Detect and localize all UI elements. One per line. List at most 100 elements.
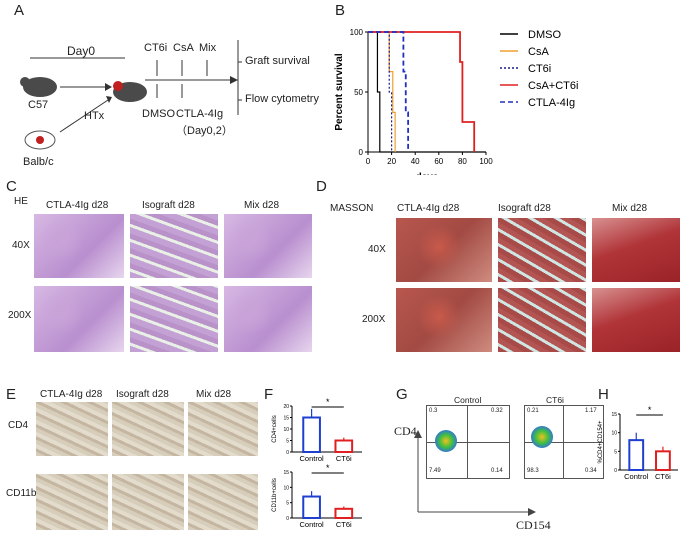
he-row-2: 200X (8, 310, 32, 321)
panel-label-d: D (316, 178, 327, 195)
htx-label: HTx (84, 110, 105, 122)
legend-entry: DMSO (528, 29, 561, 41)
legend-entry: CT6i (528, 63, 551, 75)
bar-y-tick-label: 10 (283, 427, 289, 433)
he-col-3: Mix d28 (244, 200, 280, 211)
survival-y-label: Percent survival (334, 53, 345, 130)
day0-label: Day0 (67, 44, 96, 58)
bar-category-label: CT6i (336, 520, 352, 529)
flow-control-title: Control (454, 395, 482, 405)
ctla4-label: CTLA-4Ig (176, 108, 224, 120)
csa-label: CsA (173, 42, 194, 54)
panel-label-f: F (264, 386, 274, 403)
flow-ct6i-q2: 1.17 (585, 408, 597, 414)
he-row-1: 40X (12, 240, 30, 251)
survival-series-line (368, 31, 393, 152)
masson-col-3: Mix d28 (612, 203, 648, 214)
cd4-bar-chart: 0 5 10 15 20 CD4+cells Control CT6i * (272, 397, 362, 463)
he-col-2: Isograft d28 (142, 200, 195, 211)
masson-row-1: 40X (368, 244, 386, 255)
ihc-col-3: Mix d28 (196, 389, 232, 400)
survival-chart: 0 20 40 60 80 100 0 50 100 days Percent survival DM… (334, 28, 578, 175)
panel-label-g: G (396, 386, 408, 403)
he-mix-40x-image (224, 214, 312, 278)
panel-label-e: E (6, 386, 17, 403)
flow-control-plot: 0.3 0.32 7.49 0.14 (426, 405, 510, 479)
masson-col-1: CTLA-4Ig d28 (397, 203, 460, 214)
bar-y-tick-label: 0 (286, 450, 289, 456)
survival-y-tick-label: 100 (350, 28, 364, 37)
cd11b-bar-chart: 0 5 10 15 CD11b+cells Control CT6i * (272, 463, 362, 529)
bar (302, 495, 321, 519)
significance-marker: * (326, 397, 330, 407)
masson-ctla4-200x-image (396, 288, 492, 352)
graft-survival-label: Graft survival (245, 55, 310, 67)
ihc-row-2: CD11b (6, 488, 37, 499)
significance-marker: * (326, 463, 330, 473)
survival-y-tick-label: 50 (354, 88, 363, 97)
ihc-cd4-mix-image (188, 402, 258, 456)
he-mix-200x-image (224, 286, 312, 352)
bar (302, 416, 321, 453)
survival-x-tick-label: 60 (434, 157, 443, 166)
survival-x-tick-label: 80 (458, 157, 467, 166)
flow-xaxis-label: CD154 (516, 518, 551, 532)
ct6i-label: CT6i (144, 42, 168, 54)
bar-category-label: CT6i (655, 472, 671, 481)
legend-entry: CTLA-4Ig (528, 97, 575, 109)
flow-control-q2: 0.32 (491, 408, 503, 414)
balbc-label: Balb/c (23, 156, 54, 168)
bar-y-tick-label: 15 (611, 412, 617, 418)
bar-category-label: Control (300, 520, 325, 529)
ihc-col-2: Isograft d28 (116, 389, 169, 400)
bar-y-tick-label: 5 (286, 501, 289, 507)
he-ctla4-200x-image (34, 286, 124, 352)
survival-series-line (368, 31, 410, 152)
survival-x-label: days (416, 172, 439, 175)
masson-col-2: Isograft d28 (498, 203, 551, 214)
schematic-drawing (20, 40, 242, 150)
survival-series-line (368, 31, 476, 152)
ctla4-days-label: （Day0,2） (176, 125, 233, 137)
bar-y-label: CD4+cells (272, 415, 278, 443)
legend-entry: CsA (528, 46, 549, 58)
masson-isograft-200x-image (498, 288, 586, 352)
he-isograft-200x-image (130, 286, 218, 352)
ihc-row-1: CD4 (8, 420, 29, 431)
flow-ct6i-title: CT6i (546, 395, 564, 405)
bar-y-tick-label: 0 (614, 468, 617, 474)
survival-y-tick-label: 0 (359, 148, 364, 157)
bar-y-label: %CD4+CD154+ (598, 420, 604, 464)
legend-entry: CsA+CT6i (528, 80, 578, 92)
panel-label-h: H (598, 386, 609, 403)
flow-axes-arrows (414, 430, 536, 516)
c57-mouse-icon (23, 77, 57, 97)
he-isograft-40x-image (130, 214, 218, 278)
bar-y-tick-label: 10 (611, 431, 617, 437)
flow-control-q1: 0.3 (429, 408, 438, 414)
bar-y-tick-label: 15 (283, 470, 289, 476)
masson-mix-200x-image (592, 288, 680, 352)
flow-yaxis-label: CD4 (394, 424, 417, 438)
bar-category-label: Control (300, 454, 325, 463)
bar (628, 439, 645, 472)
survival-x-tick-label: 0 (366, 157, 371, 166)
mix-label: Mix (199, 42, 217, 54)
he-ctla4-40x-image (34, 214, 124, 278)
bar (334, 439, 354, 453)
masson-title: MASSON (330, 203, 374, 214)
survival-series-line (368, 31, 486, 153)
bar (655, 450, 671, 471)
ihc-cd4-ctla4-image (36, 402, 108, 456)
ihc-cd4-isograft-image (112, 402, 184, 456)
panel-label-c: C (6, 178, 17, 195)
flow-control-q4: 0.14 (491, 468, 503, 474)
significance-marker: * (648, 405, 652, 415)
c57-label: C57 (28, 99, 49, 111)
flow-ct6i-q3: 98.3 (527, 468, 539, 474)
flow-cytometry-label: Flow cytometry (245, 93, 319, 105)
survival-x-tick-label: 40 (411, 157, 420, 166)
he-col-1: CTLA-4Ig d28 (46, 200, 109, 211)
ihc-col-1: CTLA-4Ig d28 (40, 389, 103, 400)
bar-y-tick-label: 0 (286, 516, 289, 522)
